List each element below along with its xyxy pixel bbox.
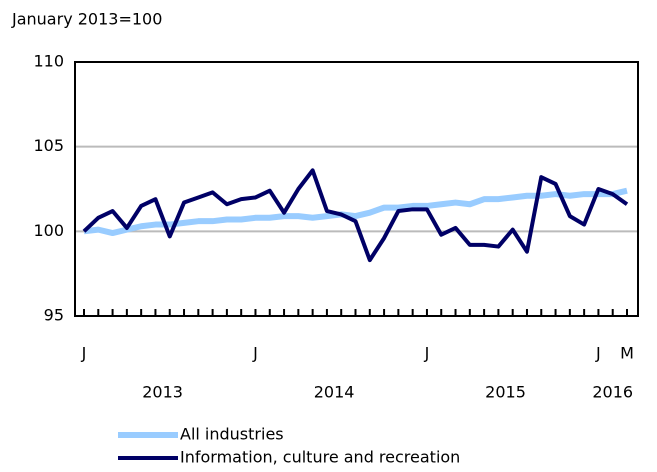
year-label: 2014 [314, 383, 355, 402]
legend-label: Information, culture and recreation [180, 448, 460, 467]
x-tick-label: J [595, 344, 601, 363]
series-line [82, 168, 629, 263]
y-tick-label: 110 [33, 52, 64, 71]
y-tick-label: 105 [33, 136, 64, 155]
plot-frame [74, 61, 639, 317]
x-tick-label: J [81, 344, 87, 363]
y-tick-label: 95 [44, 306, 64, 325]
y-axis-label: January 2013=100 [11, 10, 162, 29]
year-label: 2013 [142, 383, 183, 402]
legend-label: All industries [180, 425, 284, 444]
x-tick-label: J [252, 344, 258, 363]
year-label: 2015 [485, 383, 526, 402]
y-tick-label: 100 [33, 221, 64, 240]
x-tick-label: M [620, 344, 634, 363]
year-label: 2016 [592, 383, 633, 402]
x-tick-label: J [424, 344, 430, 363]
